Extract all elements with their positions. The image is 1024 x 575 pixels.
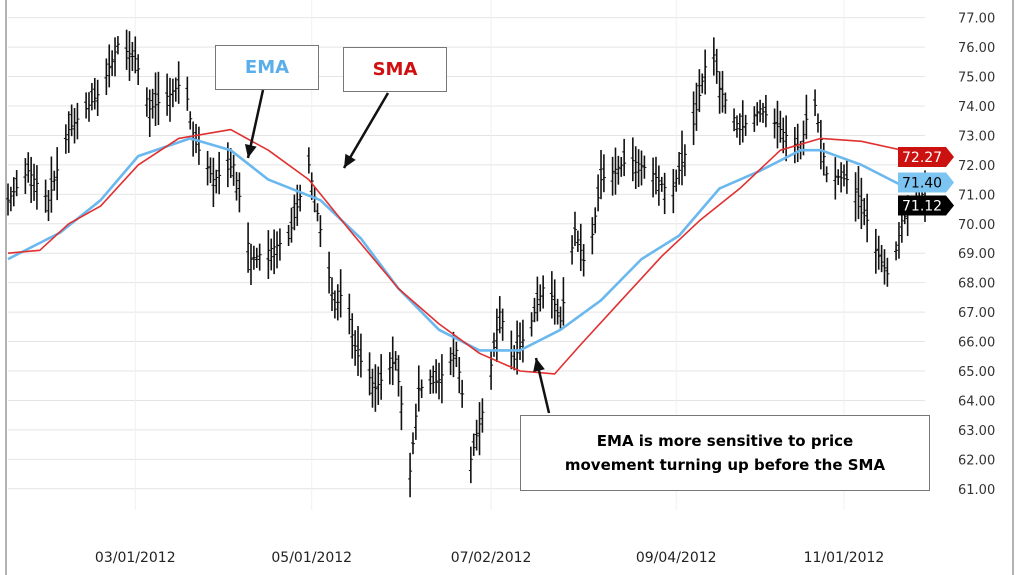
y-tick-label: 73.00 — [958, 129, 995, 144]
sma-price-tag: 72.27 — [902, 150, 942, 166]
y-tick-label: 74.00 — [958, 100, 995, 115]
y-tick-label: 70.00 — [958, 218, 995, 233]
y-tick-label: 75.00 — [958, 71, 995, 86]
x-tick-label: 07/02/2012 — [451, 550, 532, 566]
y-tick-label: 61.00 — [958, 483, 995, 498]
annotation-note-box: EMA is more sensitive to price movement … — [520, 415, 930, 491]
y-tick-label: 63.00 — [958, 424, 995, 439]
last-price-tag: 71.12 — [902, 199, 942, 215]
ema-label: EMA — [244, 57, 290, 78]
y-tick-label: 66.00 — [958, 336, 995, 351]
ema-line — [7, 137, 926, 352]
x-tick-label: 05/01/2012 — [271, 550, 352, 566]
sma-arrow-head — [344, 153, 356, 168]
y-tick-label: 69.00 — [958, 247, 995, 262]
y-tick-label: 71.00 — [958, 188, 995, 203]
sma-label-box: SMA — [343, 47, 447, 92]
sma-arrow — [342, 92, 390, 169]
x-tick-label: 03/01/2012 — [95, 550, 176, 566]
sma-price-tag-bg — [898, 146, 954, 167]
y-tick-label: 76.00 — [958, 41, 995, 56]
y-tick-label: 62.00 — [958, 453, 995, 468]
ema-price-tag-bg — [898, 172, 954, 193]
x-tick-label: 11/01/2012 — [804, 550, 885, 566]
x-tick-label: 09/04/2012 — [636, 550, 717, 566]
y-tick-label: 64.00 — [958, 394, 995, 409]
last-price-tag-bg — [898, 195, 954, 216]
y-tick-label: 65.00 — [958, 365, 995, 380]
y-tick-label: 72.00 — [958, 159, 995, 174]
ema-arrow-head — [244, 144, 257, 158]
sma-line — [7, 128, 926, 375]
note-arrow-head — [533, 358, 545, 373]
annotation-note-line2: movement turning up before the SMA — [564, 456, 886, 474]
y-tick-label: 67.00 — [958, 306, 995, 321]
annotation-note-line1: EMA is more sensitive to price — [596, 432, 854, 450]
y-tick-label: 77.00 — [958, 12, 995, 27]
y-tick-label: 68.00 — [958, 277, 995, 292]
sma-label: SMA — [372, 59, 418, 80]
ema-price-tag: 71.40 — [902, 176, 942, 192]
ema-label-box: EMA — [215, 45, 319, 90]
